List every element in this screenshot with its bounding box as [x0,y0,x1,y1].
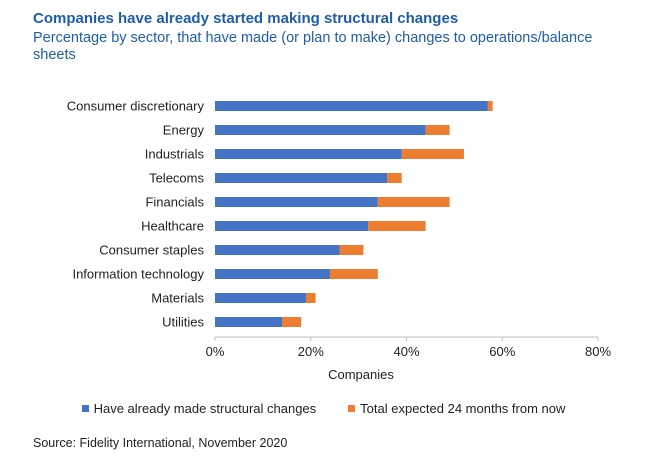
x-axis-title: Companies [328,367,394,382]
bar-consumer-discretionary-series-1 [215,101,488,111]
x-axis: 0% 20% 40% 60% 80% [206,336,611,359]
x-tick-label: 0% [206,344,225,359]
legend-label-already-made: Have already made structural changes [93,401,317,416]
bar-energy-series-2 [425,125,450,135]
category-label-utilities: Utilities [162,315,204,330]
bar-industrials-series-1 [215,149,402,159]
bar-chart: Consumer discretionary Energy Industrials T… [67,99,612,383]
legend-item-already-made: Have already made structural changes [81,401,317,416]
bar-industrials-series-2 [401,149,464,159]
bar-information-technology-series-2 [329,269,378,279]
bar-financials-series-1 [215,197,378,207]
bar-information-technology-series-1 [215,269,330,279]
bar-energy-series-1 [215,125,426,135]
bar-utilities-series-1 [215,317,283,327]
bar-healthcare-series-1 [215,221,369,231]
bar-materials-series-2 [305,293,316,303]
category-label-industrials: Industrials [145,147,205,162]
category-label-healthcare: Healthcare [141,219,204,234]
bar-telecoms-series-1 [215,173,388,183]
bar-utilities-series-2 [282,317,302,327]
bar-healthcare-series-2 [368,221,426,231]
x-tick-label: 20% [298,344,324,359]
category-label-information-technology: Information technology [72,267,204,282]
bars-group [215,101,493,327]
x-tick-label: 40% [393,344,419,359]
legend-swatch-blue [81,405,89,412]
category-label-materials: Materials [151,291,204,306]
x-tick-label: 80% [585,344,611,359]
category-label-financials: Financials [145,195,204,210]
category-label-energy: Energy [163,123,205,138]
bar-consumer-staples-series-2 [339,245,364,255]
category-label-consumer-discretionary: Consumer discretionary [67,99,205,114]
bar-materials-series-1 [215,293,306,303]
x-tick-label: 60% [489,344,515,359]
bar-telecoms-series-2 [387,173,402,183]
chart-title: Companies have already started making st… [33,10,459,27]
bar-consumer-staples-series-1 [215,245,340,255]
bar-consumer-discretionary-series-2 [487,101,493,111]
bar-financials-series-2 [377,197,450,207]
chart-subtitle: Percentage by sector, that have made (or… [33,30,593,63]
legend: Have already made structural changes Tot… [0,401,647,416]
category-label-telecoms: Telecoms [149,171,204,186]
category-labels: Consumer discretionary Energy Industrials T… [67,99,205,330]
legend-swatch-orange [348,405,356,412]
category-label-consumer-staples: Consumer staples [99,243,204,258]
legend-item-total-expected: Total expected 24 months from now [348,401,565,416]
legend-label-total-expected: Total expected 24 months from now [360,401,566,416]
source-note: Source: Fidelity International, November… [33,436,288,450]
